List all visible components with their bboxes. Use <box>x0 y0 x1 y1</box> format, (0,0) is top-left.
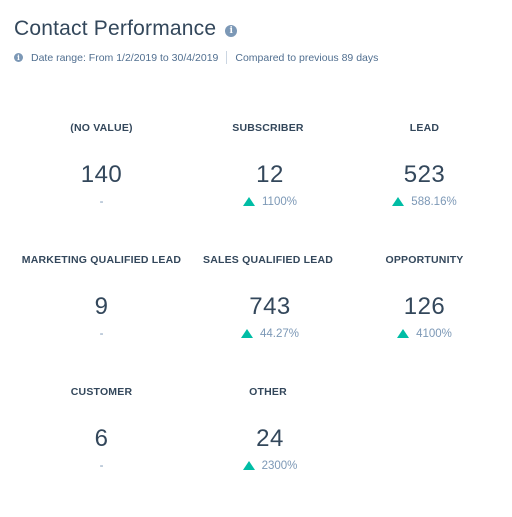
date-range-text: Date range: From 1/2/2019 to 30/4/2019 <box>31 51 219 64</box>
metric-value: 9 <box>94 293 109 320</box>
metric-change: - <box>0 195 203 209</box>
metric-lead: LEAD 523 588.16% <box>337 121 512 253</box>
metric-no-value: (NO VALUE) 140 - <box>0 121 203 253</box>
metric-sales-qualified-lead: SALES QUALIFIED LEAD 743 44.27% <box>203 253 337 385</box>
metric-label: MARKETING QUALIFIED LEAD <box>21 254 182 266</box>
page-title: Contact Performance <box>14 17 217 40</box>
up-arrow-icon <box>243 197 256 206</box>
metric-value: 126 <box>403 293 446 320</box>
date-range-row: i Date range: From 1/2/2019 to 30/4/2019… <box>14 51 378 64</box>
metric-value: 6 <box>94 425 109 452</box>
metric-value: 743 <box>249 293 291 320</box>
metric-label: LEAD <box>409 122 440 134</box>
metric-change: 1100% <box>203 195 337 209</box>
metric-value: 24 <box>256 425 284 452</box>
metric-change-text: - <box>99 328 104 340</box>
metric-opportunity: OPPORTUNITY 126 4100% <box>337 253 512 385</box>
metric-change: 588.16% <box>337 195 512 209</box>
metric-value: 12 <box>256 161 284 188</box>
divider <box>226 51 228 64</box>
metric-label: OPPORTUNITY <box>385 254 464 266</box>
metric-subscriber: SUBSCRIBER 12 1100% <box>203 121 337 253</box>
comparison-text: Compared to previous 89 days <box>235 51 379 64</box>
info-icon: i <box>14 53 23 62</box>
metric-label: CUSTOMER <box>70 386 133 398</box>
metric-change-text: 588.16% <box>411 196 457 208</box>
title-row: Contact Performance i <box>14 17 238 41</box>
metric-label: OTHER <box>249 386 287 398</box>
up-arrow-icon <box>397 329 410 338</box>
metric-change-text: 1100% <box>262 196 297 208</box>
up-arrow-icon <box>240 329 253 338</box>
metric-label: SALES QUALIFIED LEAD <box>203 254 334 266</box>
up-arrow-icon <box>392 197 405 206</box>
metrics-grid: (NO VALUE) 140 - SUBSCRIBER 12 1100% LEA… <box>0 121 512 517</box>
metric-change: 4100% <box>337 327 512 341</box>
metric-change: - <box>0 459 203 473</box>
info-icon[interactable]: i <box>225 24 238 37</box>
metric-change-text: 44.27% <box>259 328 299 340</box>
metric-change-text: 2300% <box>261 460 298 472</box>
metric-change-text: 4100% <box>416 328 452 340</box>
metric-change: - <box>0 327 203 341</box>
metric-value: 140 <box>80 161 123 188</box>
metric-other: OTHER 24 2300% <box>203 385 337 517</box>
metric-value: 523 <box>403 161 446 188</box>
metric-change: 2300% <box>203 459 337 473</box>
metric-change-text: - <box>99 196 104 208</box>
up-arrow-icon <box>242 461 255 470</box>
metric-marketing-qualified-lead: MARKETING QUALIFIED LEAD 9 - <box>0 253 203 385</box>
metric-change-text: - <box>99 460 104 472</box>
metric-customer: CUSTOMER 6 - <box>0 385 203 517</box>
metric-label: (NO VALUE) <box>70 122 133 134</box>
metric-label: SUBSCRIBER <box>232 122 304 134</box>
metric-change: 44.27% <box>203 327 337 341</box>
